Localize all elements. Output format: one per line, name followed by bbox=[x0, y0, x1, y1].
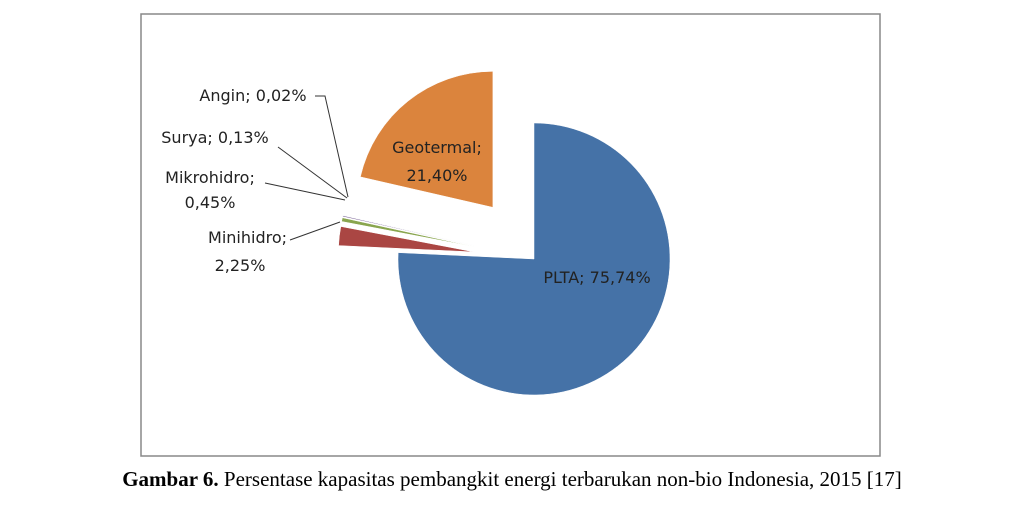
category-name: Geotermal bbox=[392, 138, 476, 157]
pie-slice bbox=[338, 226, 475, 253]
data-label: 21,40% bbox=[406, 166, 467, 185]
label-separator: ; bbox=[207, 128, 212, 147]
pie-slice bbox=[341, 217, 476, 248]
category-name: PLTA bbox=[543, 268, 579, 287]
value-label: 0,45% bbox=[185, 193, 236, 212]
label-separator: ; bbox=[476, 138, 481, 157]
label-separator: ; bbox=[282, 228, 287, 247]
data-label: Surya; 0,13% bbox=[161, 128, 268, 147]
data-label: Mikrohidro; bbox=[165, 168, 255, 187]
leader-line bbox=[277, 146, 348, 199]
pie: PLTA; 75,74% Minihidro; 2,25% Mikrohidro; 0,… bbox=[161, 71, 671, 396]
leader-line bbox=[315, 95, 349, 198]
data-label: 0,45% bbox=[185, 193, 236, 212]
category-name: Minihidro bbox=[208, 228, 282, 247]
category-name: Angin bbox=[199, 86, 245, 105]
caption-text: Persentase kapasitas pembangkit energi t… bbox=[224, 467, 902, 491]
data-label: Geotermal; bbox=[392, 138, 482, 157]
data-label: Angin; 0,02% bbox=[199, 86, 306, 105]
label-separator: ; bbox=[245, 86, 250, 105]
caption-label: Gambar 6. bbox=[122, 467, 218, 491]
pie-slice bbox=[342, 214, 476, 246]
pie-slice bbox=[342, 215, 476, 247]
value-label: 0,13% bbox=[218, 128, 269, 147]
caption: Gambar 6. Persentase kapasitas pembangki… bbox=[122, 467, 902, 491]
category-name: Surya bbox=[161, 128, 207, 147]
label-separator: ; bbox=[249, 168, 254, 187]
leader-line bbox=[264, 182, 346, 201]
pie-slice bbox=[397, 122, 671, 396]
value-label: 0,02% bbox=[256, 86, 307, 105]
category-name: Mikrohidro bbox=[165, 168, 249, 187]
pie-slice bbox=[360, 71, 494, 208]
value-label: 75,74% bbox=[590, 268, 651, 287]
label-separator: ; bbox=[579, 268, 584, 287]
data-label: 2,25% bbox=[215, 256, 266, 275]
leader-line bbox=[289, 221, 341, 241]
value-label: 2,25% bbox=[215, 256, 266, 275]
data-label: PLTA; 75,74% bbox=[543, 268, 650, 287]
value-label: 21,40% bbox=[406, 166, 467, 185]
data-label: Minihidro; bbox=[208, 228, 287, 247]
